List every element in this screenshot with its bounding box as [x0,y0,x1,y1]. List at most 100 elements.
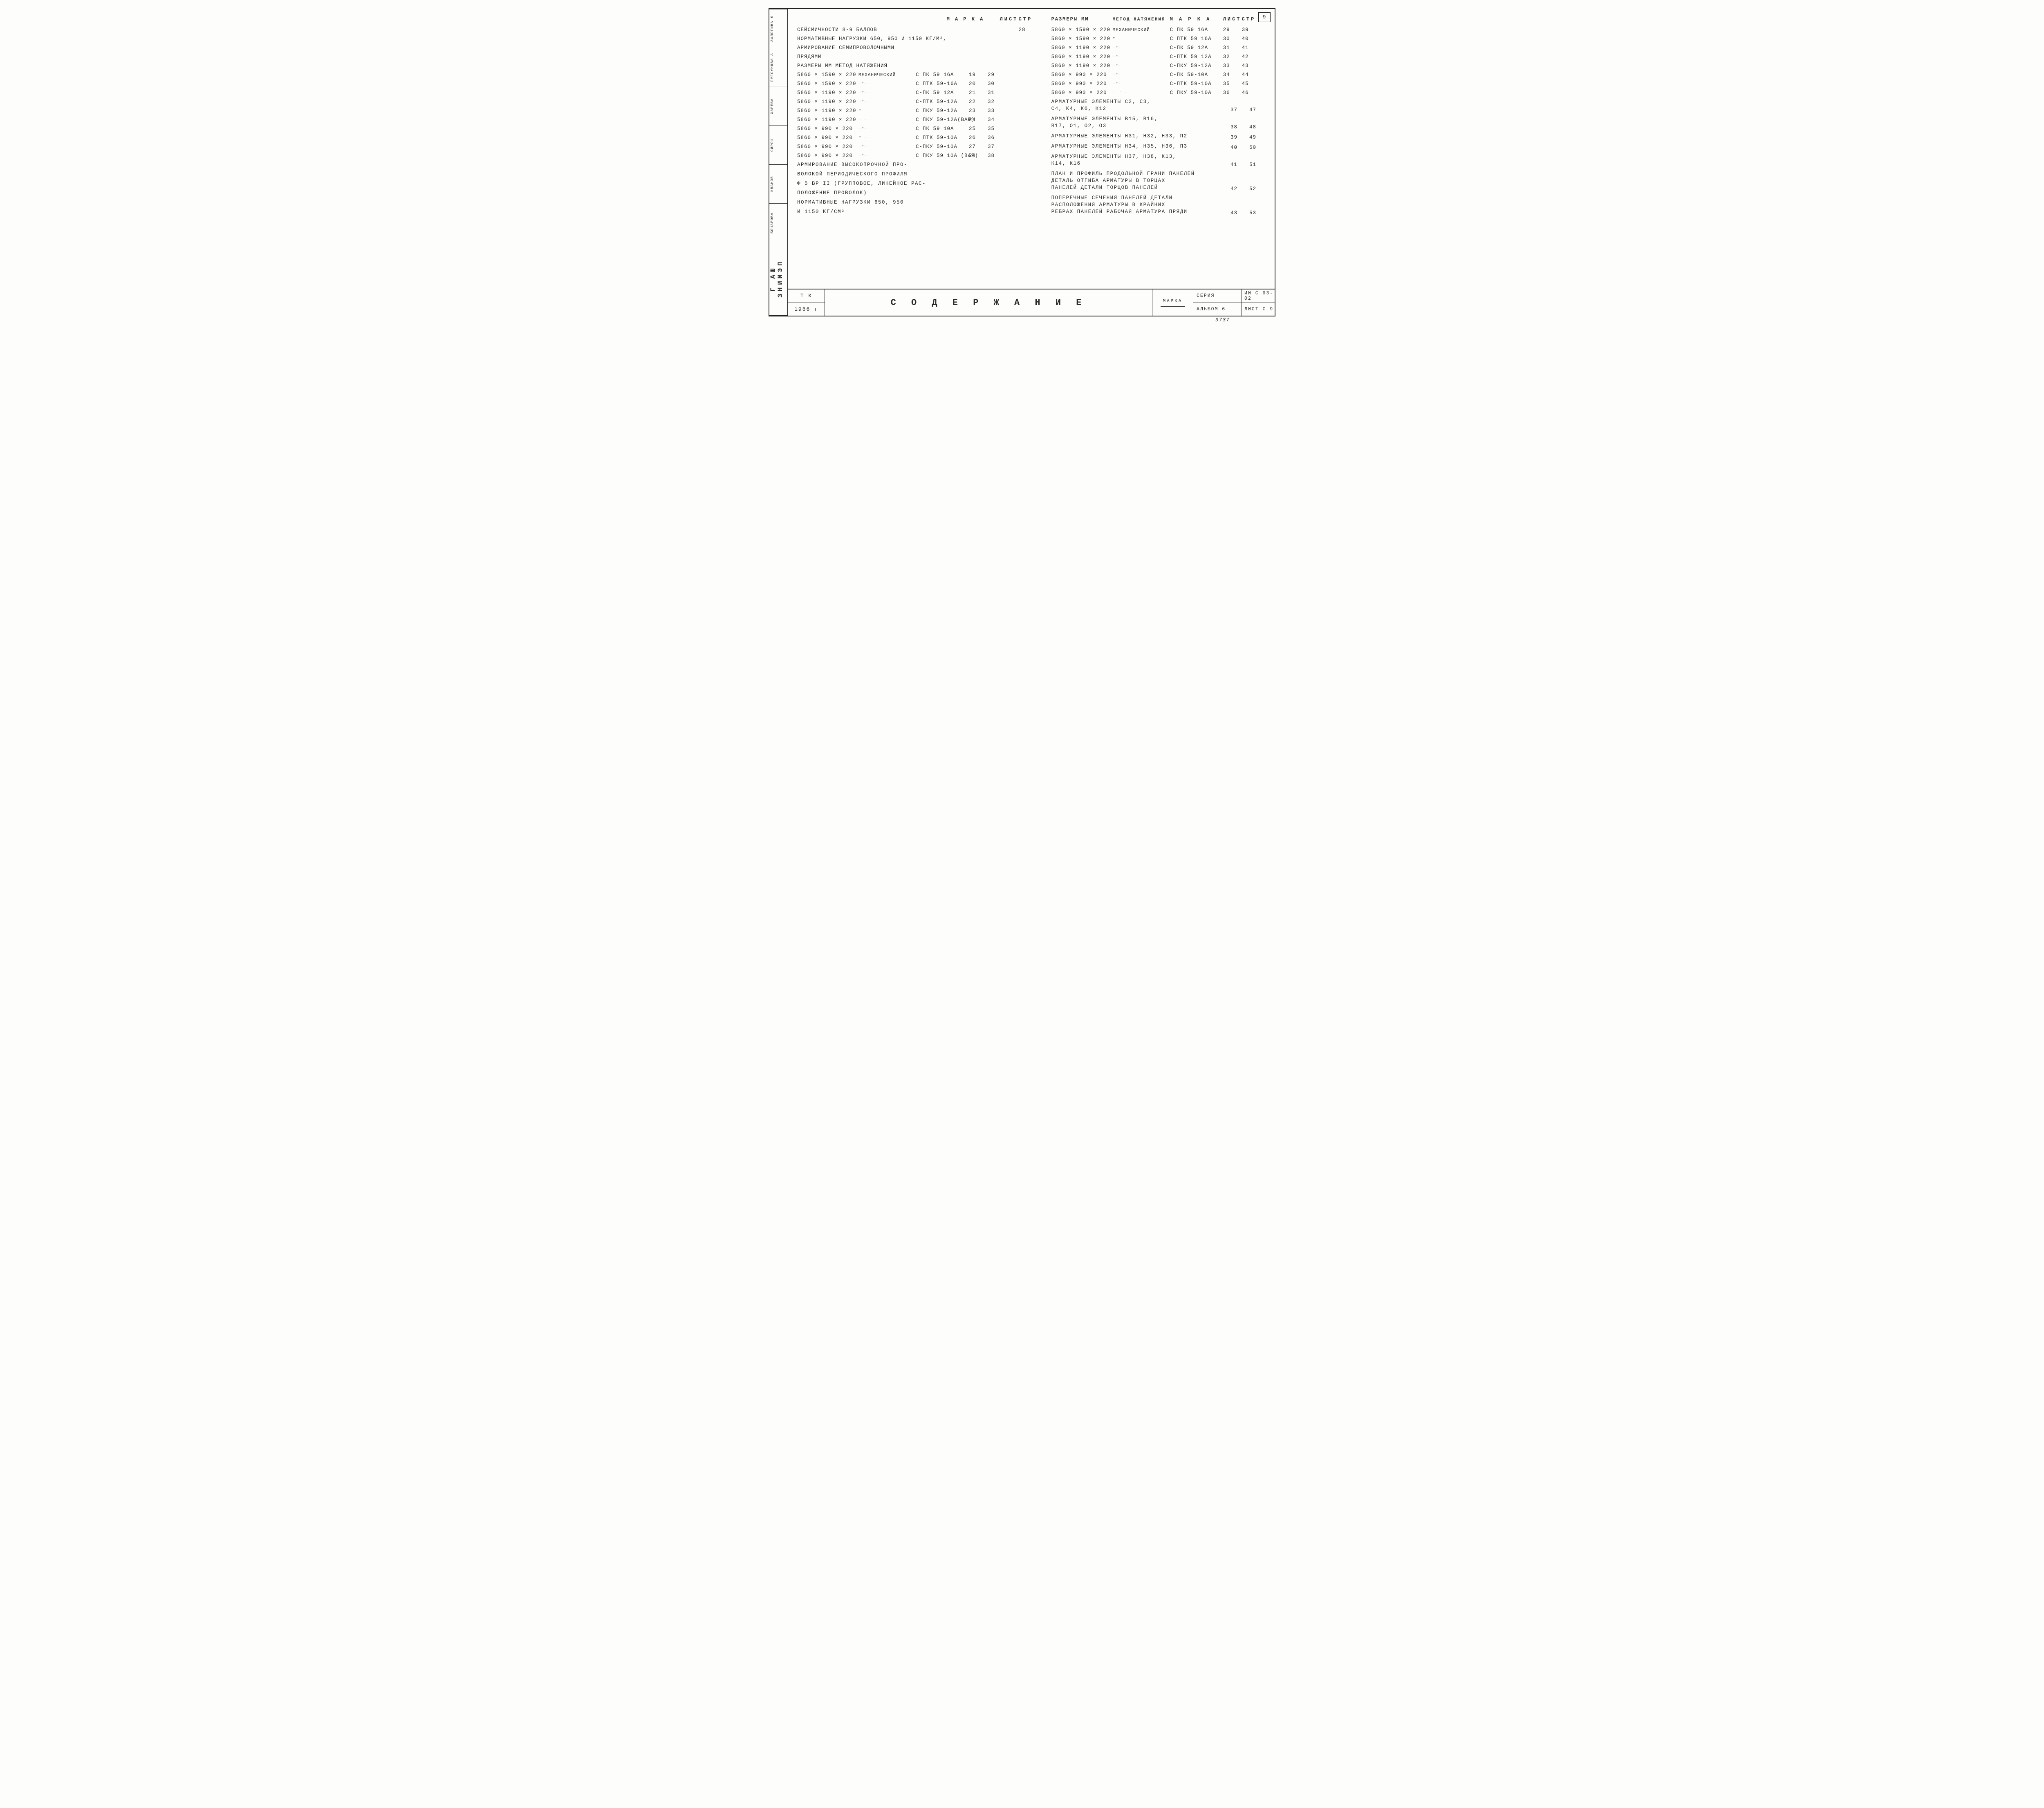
method-cell: —"— [858,127,916,132]
str-cell: 44 [1242,72,1258,78]
str-cell: 45 [1242,81,1258,87]
list-cell: 20 [969,81,988,87]
str-cell: 31 [988,90,1004,96]
hdr-str-r: СТР [1242,16,1258,22]
list-cell: 28 [969,153,988,159]
str-cell: 33 [988,108,1004,114]
str-cell: 38 [988,153,1004,159]
intro-text: НОРМАТИВНЫЕ НАГРУЗКИ 650, 950 И 1150 КГ/… [797,36,947,42]
outro-line: ПОЛОЖЕНИЕ ПРОВОЛОК) [797,190,1035,196]
list-cell: 29 [1223,27,1242,33]
spec-row: 5860 × 1590 × 220МЕХАНИЧЕСКИЙС ПК 59 16А… [797,72,1035,78]
tb-sheet: ЛИСТ С 9 [1242,307,1275,312]
dim-cell: 5860 × 1590 × 220 [1051,36,1113,42]
left-header-row: М А Р К А ЛИСТ СТР [797,16,1035,22]
spec-row: 5860 × 1590 × 220МЕХАНИЧЕСКИЙС ПК 59 16А… [1051,27,1266,33]
signature-cell: ЗАЛОГИНА Ю [769,9,787,48]
str-cell: 35 [988,126,1004,132]
org-main: ЗНИИЭП [777,260,784,298]
spec-row: 5860 × 1190 × 220—"—С-ПТК 59-12А2232 [797,99,1035,105]
intro-line: АРМИРОВАНИЕ СЕМИПРОВОЛОЧНЫМИ [797,45,1035,51]
dim-cell: 5860 × 1190 × 220 [1051,54,1113,60]
text-item-desc: ПЛАН И ПРОФИЛЬ ПРОДОЛЬНОЙ ГРАНИ ПАНЕЛЕЙД… [1051,171,1230,192]
intro-text: РАЗМЕРЫ ММ МЕТОД НАТЯЖЕНИЯ [797,63,947,69]
method-cell: —"— [858,82,916,87]
intro-text: ПРЯДЯМИ [797,54,947,60]
intro-line: СЕЙСМИЧНОСТИ 8-9 БАЛЛОВ28 [797,27,1035,33]
method-cell: —"— [1113,64,1170,69]
dim-cell: 5860 × 1590 × 220 [1051,27,1113,33]
list-cell: 31 [1223,45,1242,51]
text-item-row: ПОПЕРЕЧНЫЕ СЕЧЕНИЯ ПАНЕЛЕЙ ДЕТАЛИРАСПОЛО… [1051,195,1266,216]
hdr-list: ЛИСТ [1000,16,1019,22]
spec-row: 5860 × 990 × 220" —С ПТК 59-10А2636 [797,135,1035,141]
str-cell: 53 [1249,210,1266,216]
list-cell: 36 [1223,90,1242,96]
marka-cell: С ПКУ 59 10А (ВАР) [916,153,969,159]
tb-left: Т К 1966 г [788,289,825,316]
left-titleblock-strip: ЗАЛОГИНА ЮПУГСУНОВА АХАРЕВАСИРОШИВАНОВБО… [769,9,788,316]
intro-str: 28 [1019,27,1035,33]
spec-row: 5860 × 990 × 220—"—С ПК 59 10А2535 [797,126,1035,132]
list-cell: 24 [969,117,988,123]
dim-cell: 5860 × 990 × 220 [797,135,858,141]
text-item-row: АРМАТУРНЫЕ ЭЛЕМЕНТЫ Н34, Н35, Н36, П3405… [1051,144,1266,150]
marka-cell: С-ПТК 59-12А [916,99,969,105]
str-cell: 34 [988,117,1004,123]
dim-cell: 5860 × 1190 × 220 [797,117,858,123]
str-cell: 48 [1249,124,1266,130]
str-cell: 39 [1242,27,1258,33]
str-cell: 36 [988,135,1004,141]
hdr-marka: М А Р К А [947,16,1000,22]
list-cell: 23 [969,108,988,114]
tb-marka: МАРКА [1152,289,1193,316]
list-cell: 19 [969,72,988,78]
list-cell: 40 [1230,145,1249,150]
spec-row: 5860 × 990 × 220— " —С ПКУ 59-10А3646 [1051,90,1266,96]
intro-line: РАЗМЕРЫ ММ МЕТОД НАТЯЖЕНИЯ [797,63,1035,69]
method-cell: — — [858,118,916,123]
signature-cell: ИВАНОВ [769,164,787,203]
list-cell: 32 [1223,54,1242,60]
hdr-metod: МЕТОД НАТЯЖЕНИЯ [1113,17,1170,22]
dim-cell: 5860 × 1190 × 220 [797,90,858,96]
organization-name: Г АШ ЗНИИЭП [769,242,787,316]
marka-cell: С ПК 59 16А [1170,27,1223,33]
dim-cell: 5860 × 1190 × 220 [1051,45,1113,51]
hdr-list-r: ЛИСТ [1223,16,1242,22]
text-item-row: АРМАТУРНЫЕ ЭЛЕМЕНТЫ Н37, Н38, К13,К14, К… [1051,154,1266,168]
dim-cell: 5860 × 990 × 220 [1051,90,1113,96]
spec-row: 5860 × 1190 × 220—"—С-ПКУ 59-12А3343 [1051,63,1266,69]
dim-cell: 5860 × 1190 × 220 [797,108,858,114]
spec-row: 5860 × 990 × 220—"—С-ПТК 59-10А3545 [1051,81,1266,87]
list-cell: 27 [969,144,988,150]
method-cell: — " — [1113,91,1170,96]
marka-cell: С-ПТК 59-10А [1170,81,1223,87]
spec-row: 5860 × 990 × 220—"—С-ПКУ 59-10А2737 [797,144,1035,150]
str-cell: 51 [1249,162,1266,168]
spec-row: 5860 × 1190 × 220—"—С-ПК 59 12А2131 [797,90,1035,96]
tb-marka-dash [1161,306,1185,307]
spec-row: 5860 × 1190 × 220—"—С-ПК 59 12А3141 [1051,45,1266,51]
list-cell: 42 [1230,186,1249,192]
drawing-sheet: ЗАЛОГИНА ЮПУГСУНОВА АХАРЕВАСИРОШИВАНОВБО… [769,8,1275,316]
method-cell: —"— [858,154,916,159]
org-prefix: Г АШ [769,266,777,291]
str-cell: 32 [988,99,1004,105]
method-cell: —"— [858,100,916,105]
list-cell: 39 [1230,135,1249,140]
right-header-row: РАЗМЕРЫ ММ МЕТОД НАТЯЖЕНИЯ М А Р К А ЛИС… [1051,16,1266,22]
left-column: М А Р К А ЛИСТ СТР СЕЙСМИЧНОСТИ 8-9 БАЛЛ… [797,16,1035,284]
spec-row: 5860 × 1590 × 220—"—С ПТК 59-16А2030 [797,81,1035,87]
spec-row: 5860 × 990 × 220—"—С-ПК 59-10А3444 [1051,72,1266,78]
marka-cell: С-ПК 59-10А [1170,72,1223,78]
content-area: 9 М А Р К А ЛИСТ СТР СЕЙСМИЧНОСТИ 8-9 БА… [788,9,1275,289]
method-cell: —"— [1113,46,1170,51]
outro-line: НОРМАТИВНЫЕ НАГРУЗКИ 650, 950 [797,200,1035,205]
list-cell: 25 [969,126,988,132]
text-item-desc: АРМАТУРНЫЕ ЭЛЕМЕНТЫ Н31, Н32, Н33, П2 [1051,133,1230,140]
dim-cell: 5860 × 1190 × 220 [797,99,858,105]
method-cell: —"— [1113,73,1170,78]
str-cell: 47 [1249,107,1266,113]
text-item-desc: АРМАТУРНЫЕ ЭЛЕМЕНТЫ Н34, Н35, Н36, П3 [1051,144,1230,150]
